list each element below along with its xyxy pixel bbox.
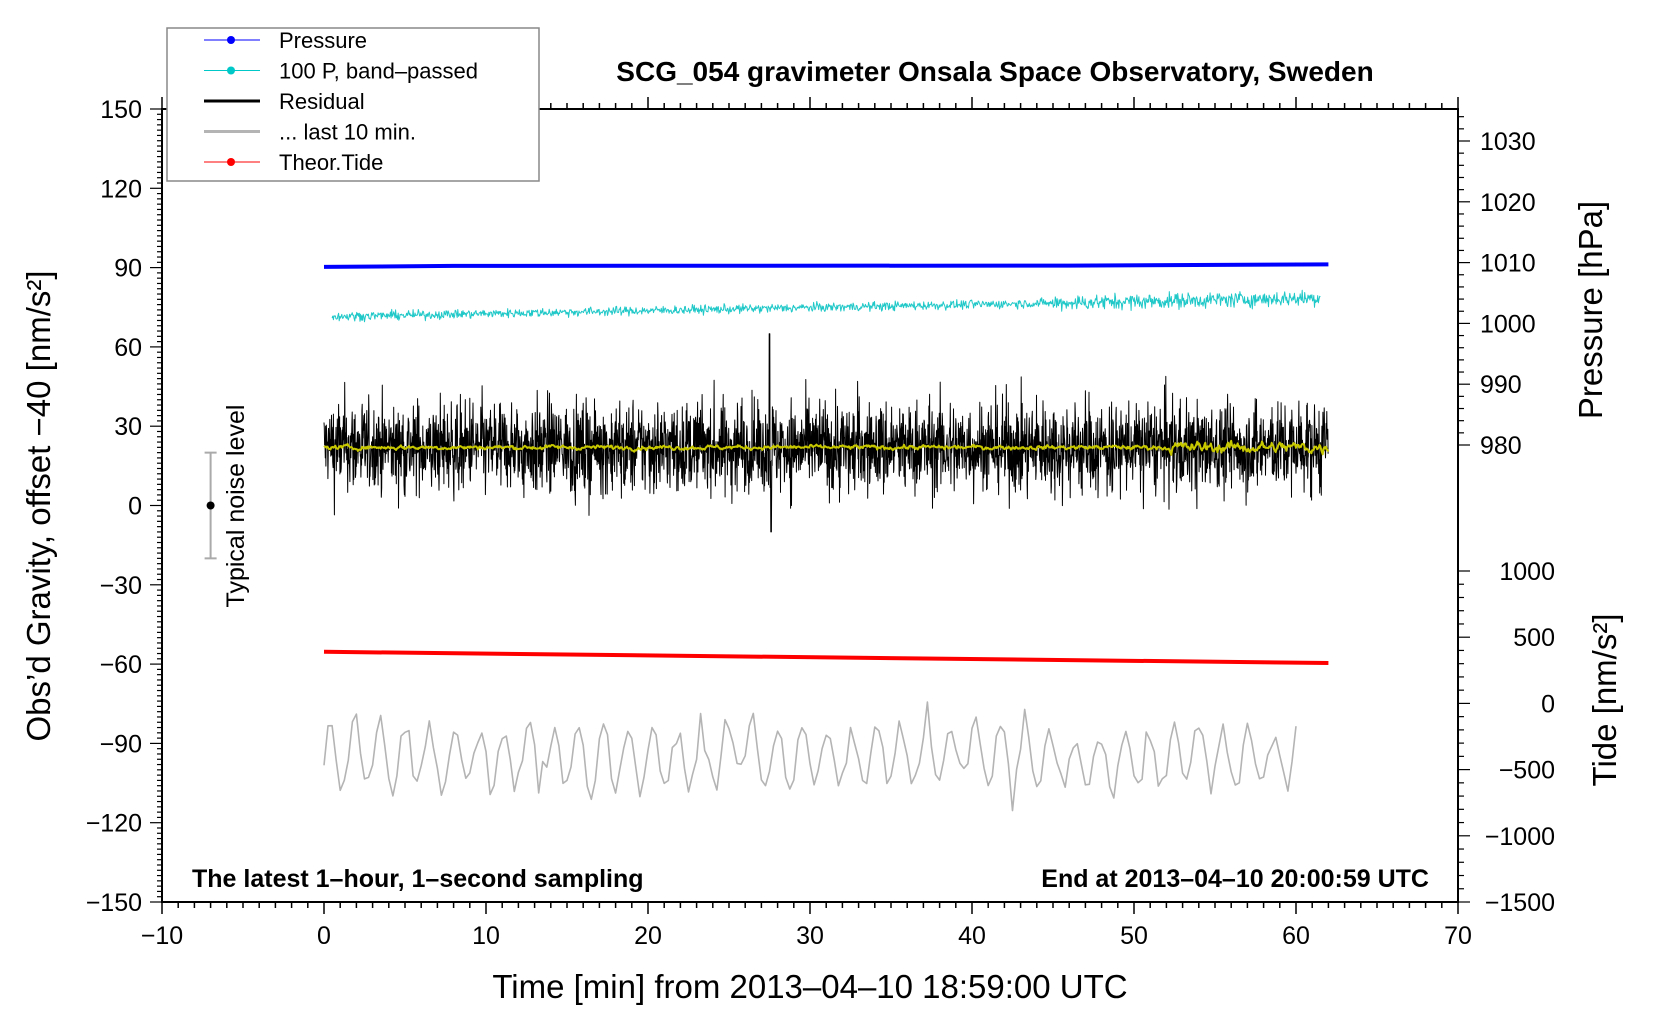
y-axis-label-left: Obs’d Gravity, offset −40 [nm/s²] — [20, 270, 57, 741]
x-tick-label: 20 — [634, 922, 662, 950]
series-last-10-min — [323, 701, 1297, 812]
y-tick-label-left: −30 — [100, 572, 142, 600]
y-tick-label-left: −120 — [86, 810, 142, 838]
x-tick-label: 60 — [1282, 922, 1310, 950]
x-tick-label: −10 — [141, 922, 183, 950]
y-tick-label-left: 30 — [114, 413, 142, 441]
y-tick-label-left: 120 — [100, 175, 142, 203]
series-pressure-bandpassed — [331, 289, 1321, 323]
legend-marker — [227, 36, 235, 44]
x-tick-label: 40 — [958, 922, 986, 950]
x-tick-label: 10 — [472, 922, 500, 950]
y-tick-label-pressure: 1020 — [1480, 189, 1536, 217]
series-pressure — [323, 262, 1329, 269]
y-axis-label-pressure: Pressure [hPa] — [1572, 201, 1609, 419]
legend-box — [166, 27, 540, 182]
plot-frame — [161, 108, 1459, 903]
y-tick-label-pressure: 1030 — [1480, 128, 1536, 156]
x-tick-label: 0 — [317, 922, 331, 950]
y-tick-label-tide: −1000 — [1485, 823, 1555, 851]
chart-title: SCG_054 gravimeter Onsala Space Observat… — [616, 56, 1373, 87]
legend-label: ... last 10 min. — [279, 120, 416, 145]
y-tick-label-left: 90 — [114, 255, 142, 283]
y-tick-label-tide: 1000 — [1499, 558, 1555, 586]
legend-marker — [227, 158, 235, 166]
series-residual — [323, 333, 1329, 533]
y-tick-label-left: 150 — [100, 96, 142, 124]
y-tick-label-tide: −500 — [1499, 757, 1555, 785]
y-tick-label-left: 0 — [128, 493, 142, 521]
y-tick-label-pressure: 1000 — [1480, 310, 1536, 338]
y-tick-label-left: −150 — [86, 889, 142, 917]
noise-level-label: Typical noise level — [222, 405, 250, 608]
series-theoretical-tide — [323, 649, 1329, 665]
x-tick-label: 50 — [1120, 922, 1148, 950]
legend: Pressure 100 P, band–passed Residual ... la… — [166, 27, 540, 182]
y-axis-label-tide: Tide [nm/s²] — [1586, 614, 1623, 787]
legend-label: Residual — [279, 89, 365, 114]
axes: −10 0 10 20 30 40 50 60 701501209060300−30−60−90… — [86, 96, 1555, 950]
y-tick-label-pressure: 980 — [1480, 432, 1522, 460]
plot-marks — [204, 262, 1330, 812]
legend-label: Pressure — [279, 28, 367, 53]
legend-label: 100 P, band–passed — [279, 59, 478, 84]
y-tick-label-left: −90 — [100, 730, 142, 758]
noise-bar-dot — [206, 501, 215, 510]
y-tick-label-left: −60 — [100, 651, 142, 679]
series-residual-smoothed — [323, 439, 1330, 456]
legend-label: Theor.Tide — [279, 150, 383, 175]
x-axis-label: Time [min] from 2013–04–10 18:59:00 UTC — [492, 968, 1127, 1005]
x-tick-label: 70 — [1444, 922, 1472, 950]
annotation-bottom-left: The latest 1–hour, 1–second sampling — [192, 865, 644, 893]
y-tick-label-tide: 0 — [1541, 690, 1555, 718]
y-tick-label-tide: 500 — [1513, 624, 1555, 652]
y-tick-label-pressure: 1010 — [1480, 250, 1536, 278]
legend-marker — [227, 66, 235, 75]
x-tick-label: 30 — [796, 922, 824, 950]
y-tick-label-tide: −1500 — [1485, 889, 1555, 917]
annotation-bottom-right: End at 2013–04–10 20:00:59 UTC — [1041, 865, 1429, 893]
y-tick-label-left: 60 — [114, 334, 142, 362]
y-tick-label-pressure: 990 — [1480, 371, 1522, 399]
